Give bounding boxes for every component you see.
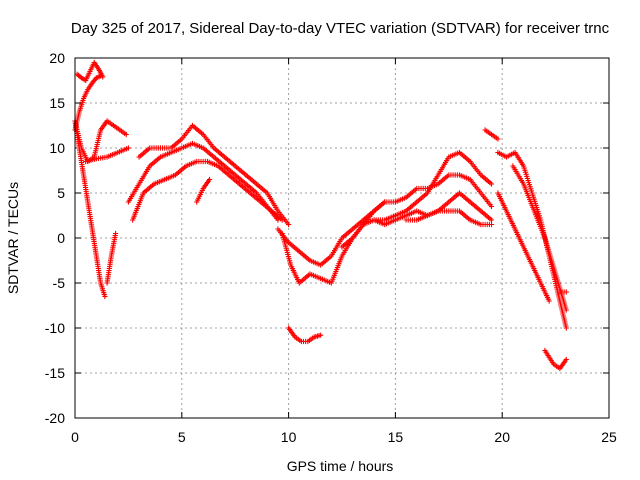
series-arc-l xyxy=(279,149,495,286)
y-axis-label: SDTVAR / TECUs xyxy=(5,182,21,294)
series-arc-h xyxy=(136,122,292,228)
series-arc-v xyxy=(555,289,569,331)
data-point xyxy=(563,325,569,331)
data-point xyxy=(318,332,324,338)
series-arc-j xyxy=(194,176,213,205)
data-point xyxy=(488,181,495,187)
data-point xyxy=(112,230,119,237)
series-arc-p xyxy=(286,325,324,345)
data-point xyxy=(123,131,129,138)
x-tick-label: 5 xyxy=(178,429,186,445)
series-arc-o xyxy=(403,208,495,228)
series-arc-k xyxy=(275,199,388,268)
y-tick-label: -20 xyxy=(45,410,65,426)
data-point xyxy=(488,221,495,228)
data-point xyxy=(563,289,569,295)
data-point xyxy=(100,74,106,80)
chart-title: Day 325 of 2017, Sidereal Day-to-day VTE… xyxy=(71,20,610,37)
y-tick-label: 15 xyxy=(49,95,65,111)
data-point xyxy=(495,136,501,142)
y-tick-label: 10 xyxy=(49,140,65,156)
series-arc-f xyxy=(83,145,131,165)
series-arc-m xyxy=(339,172,495,250)
series-arc-s xyxy=(495,190,552,304)
x-tick-label: 15 xyxy=(388,429,404,445)
y-tick-label: -15 xyxy=(45,365,65,381)
data-points xyxy=(72,59,569,372)
series-arc-b xyxy=(74,59,106,84)
data-point xyxy=(488,217,495,223)
data-point xyxy=(286,221,292,228)
series-arc-u xyxy=(542,347,569,372)
y-tick-label: 5 xyxy=(57,185,65,201)
data-point xyxy=(488,203,495,210)
x-tick-label: 10 xyxy=(281,429,297,445)
y-tick-label: 0 xyxy=(57,230,65,246)
series-arc-q xyxy=(482,127,501,142)
series-arc-d xyxy=(72,118,108,300)
data-point xyxy=(279,217,285,223)
series-arc-r xyxy=(495,149,569,295)
data-point xyxy=(546,298,552,304)
series-arc-g xyxy=(125,140,281,223)
y-tick-label: -10 xyxy=(45,320,65,336)
data-point xyxy=(125,145,131,151)
x-axis-label: GPS time / hours xyxy=(287,458,394,474)
data-point xyxy=(102,293,108,300)
data-point xyxy=(563,356,569,363)
tick-labels: 0 5 10 15 20 25 -20 -15 -10 -5 0 5 10 15 20 xyxy=(45,50,617,445)
x-tick-label: 20 xyxy=(494,429,510,445)
x-tick-label: 0 xyxy=(71,429,79,445)
plot-border xyxy=(74,57,610,419)
series-arc-e xyxy=(104,230,119,286)
series-arc-n xyxy=(371,190,495,228)
y-tick-label: 20 xyxy=(49,50,65,66)
x-tick-label: 25 xyxy=(601,429,617,445)
data-point xyxy=(206,176,213,183)
series-arc-i xyxy=(130,158,285,223)
y-tick-label: -5 xyxy=(53,275,66,291)
